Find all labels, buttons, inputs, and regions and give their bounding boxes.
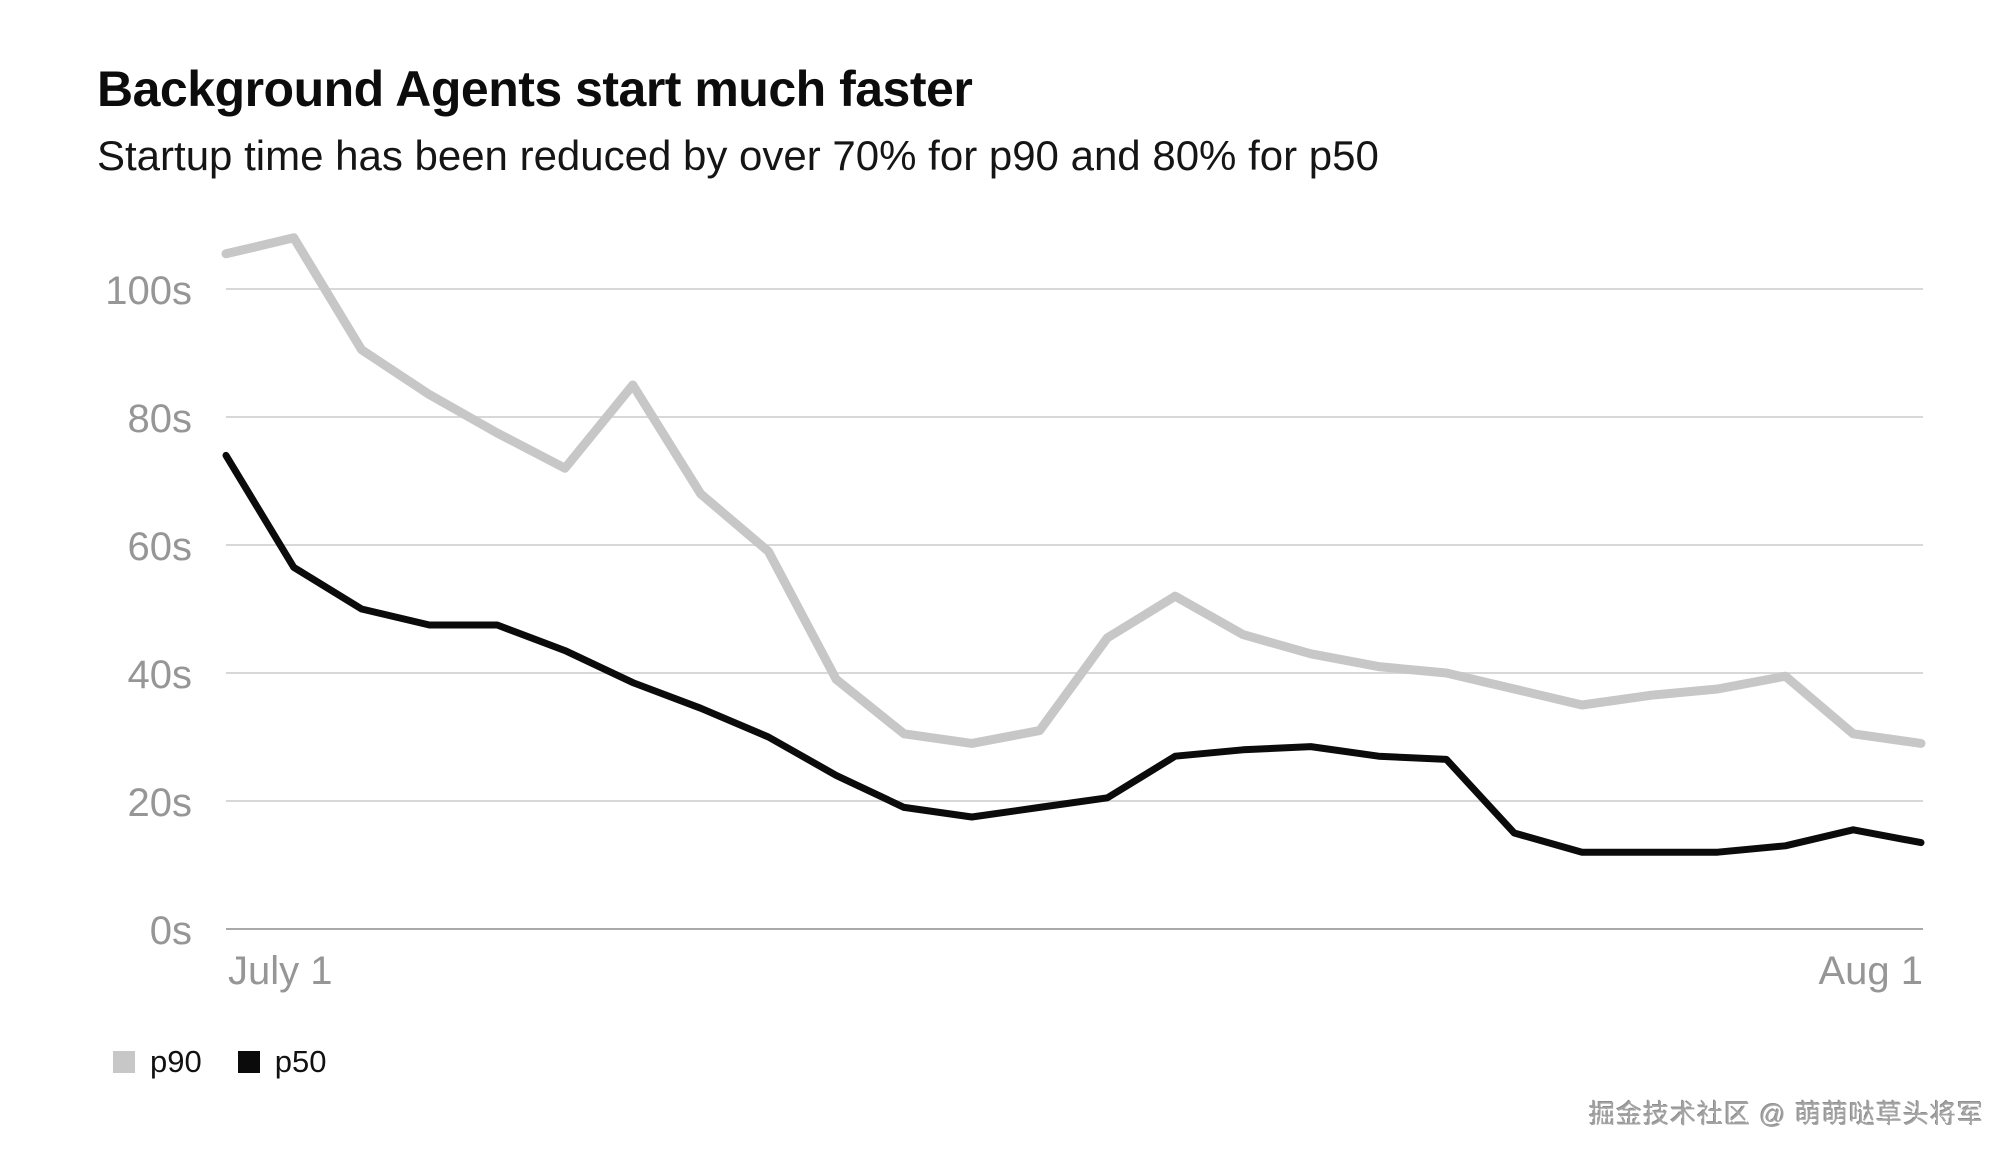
y-tick-label-0s: 0s — [150, 909, 192, 953]
page-subtitle: Startup time has been reduced by over 70… — [97, 132, 1379, 179]
startup-time-line-chart: 0s 20s 40s 60s 80s 100s July 1 Aug 1 — [105, 233, 1926, 993]
x-tick-label-end: Aug 1 — [1818, 949, 1923, 993]
legend-label-p50: p50 — [274, 1044, 327, 1079]
page-title: Background Agents start much faster — [97, 61, 973, 117]
y-tick-label-60s: 60s — [128, 525, 193, 569]
y-tick-label-40s: 40s — [128, 653, 193, 697]
legend-swatch-p90 — [113, 1050, 135, 1073]
watermark-text: 掘金技术社区 @ 萌萌哒草头将军 — [1589, 1099, 1984, 1129]
x-tick-label-start: July 1 — [228, 949, 333, 993]
legend-item-p90: p90 — [113, 1046, 202, 1077]
p50-line — [222, 451, 1925, 856]
chart-legend: p90 p50 — [113, 1046, 326, 1077]
p90-line — [221, 233, 1926, 748]
legend-swatch-p50 — [237, 1050, 260, 1073]
y-tick-label-100s: 100s — [105, 269, 192, 313]
legend-item-p50: p50 — [237, 1044, 327, 1079]
legend-label-p90: p90 — [150, 1044, 202, 1079]
y-tick-label-20s: 20s — [128, 781, 193, 825]
y-tick-label-80s: 80s — [128, 397, 193, 441]
